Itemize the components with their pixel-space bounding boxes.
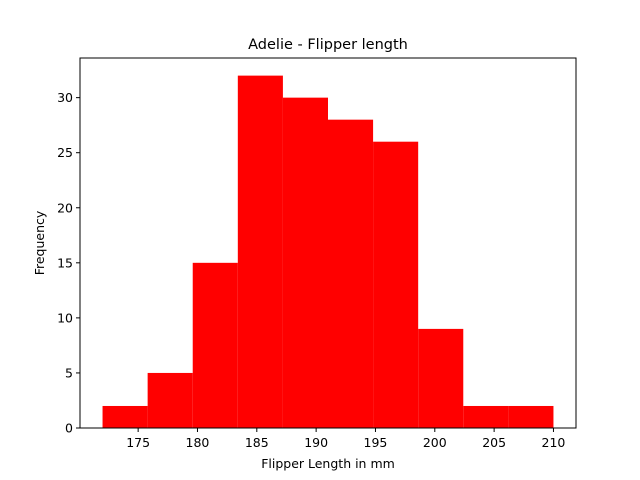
y-axis-label: Frequency xyxy=(32,210,47,275)
histogram-bar xyxy=(418,328,464,428)
y-ticks-group: 0 5 10 15 20 25 30 xyxy=(57,90,80,436)
x-tick-label: 205 xyxy=(482,435,506,450)
x-tick-label: 195 xyxy=(364,435,388,450)
histogram-bar xyxy=(463,405,509,428)
histogram-bar xyxy=(102,405,148,428)
plot-frame xyxy=(79,57,577,429)
x-tick-label: 180 xyxy=(186,435,210,450)
y-tick-label: 30 xyxy=(57,90,73,105)
histogram-bar xyxy=(192,262,238,428)
histogram-bar xyxy=(237,75,283,428)
x-ticks-group: 175 180 185 190 195 200 205 210 xyxy=(126,428,565,450)
y-tick-label: 0 xyxy=(65,421,73,436)
chart-title: Adelie - Flipper length xyxy=(248,37,408,53)
y-tick-label: 5 xyxy=(65,365,73,380)
histogram-bar xyxy=(282,97,328,429)
histogram-bar xyxy=(373,141,419,428)
bars-group xyxy=(102,75,554,429)
y-tick-label: 20 xyxy=(57,200,73,215)
histogram-bar xyxy=(328,119,374,429)
x-tick-label: 185 xyxy=(245,435,269,450)
x-tick-label: 210 xyxy=(542,435,566,450)
x-tick-label: 175 xyxy=(126,435,150,450)
y-tick-label: 10 xyxy=(57,310,73,325)
histogram-bar xyxy=(508,405,554,428)
y-tick-label: 15 xyxy=(57,255,73,270)
y-tick-label: 25 xyxy=(57,145,73,160)
x-axis-label: Flipper Length in mm xyxy=(261,456,395,471)
histogram-bar xyxy=(147,372,193,428)
x-tick-label: 200 xyxy=(423,435,447,450)
x-tick-label: 190 xyxy=(304,435,328,450)
